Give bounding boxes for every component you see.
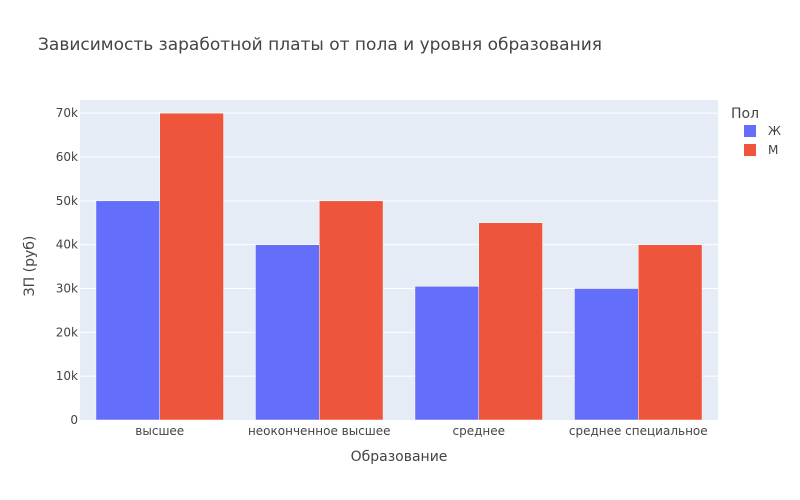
y-tick-label: 20k (56, 325, 78, 339)
y-axis-ticks: 0 10k 20k 30k 40k 50k 60k 70k (56, 106, 78, 427)
legend-label: М (768, 143, 778, 157)
bar-М-1 (319, 200, 384, 421)
x-axis-ticks: высшее неоконченное высшее среднее среднее … (135, 424, 707, 438)
y-tick-label: 60k (56, 150, 78, 164)
y-tick-label: 40k (56, 238, 78, 252)
bar-М-3 (638, 244, 703, 421)
y-tick-label: 0 (70, 413, 78, 427)
y-tick-label: 50k (56, 194, 78, 208)
x-tick-label: среднее специальное (569, 424, 708, 438)
y-tick-label: 10k (56, 369, 78, 383)
x-axis-title: Образование (351, 449, 448, 465)
x-tick-label: неоконченное высшее (248, 424, 391, 438)
bar-М-2 (478, 222, 543, 421)
bar-М-0 (159, 112, 224, 421)
legend-label: Ж (768, 124, 781, 138)
bar-Ж-3 (574, 288, 639, 421)
bar-Ж-2 (414, 286, 480, 421)
legend-swatch (744, 125, 756, 137)
bars (95, 112, 703, 421)
legend-items: ЖМ (744, 124, 781, 157)
y-tick-label: 30k (56, 281, 78, 295)
bar-Ж-0 (95, 200, 160, 421)
x-tick-label: высшее (135, 424, 184, 438)
chart-title: Зависимость заработной платы от пола и у… (38, 35, 602, 55)
y-axis-title: ЗП (руб) (22, 236, 38, 297)
legend-swatch (744, 144, 756, 156)
legend-title: Пол (731, 106, 759, 122)
y-tick-label: 70k (56, 106, 78, 120)
bar-Ж-1 (255, 244, 320, 421)
legend: Пол ЖМ (731, 106, 781, 157)
x-tick-label: среднее (452, 424, 505, 438)
